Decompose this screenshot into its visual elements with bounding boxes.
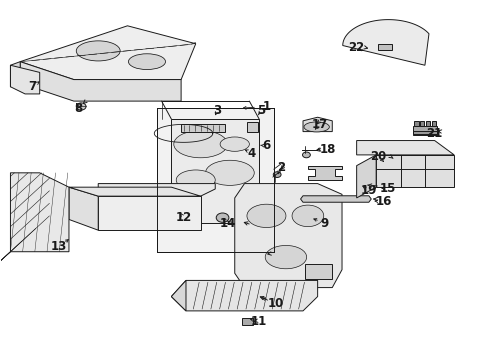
Ellipse shape [264,246,306,269]
Text: 10: 10 [267,297,284,310]
Text: 5: 5 [257,104,265,117]
Ellipse shape [220,137,249,151]
Bar [419,121,424,126]
Polygon shape [303,117,331,132]
Text: 12: 12 [175,211,191,224]
Text: 13: 13 [51,240,67,253]
Text: 17: 17 [311,118,327,131]
Polygon shape [307,166,341,180]
Text: 8: 8 [75,102,82,115]
Polygon shape [98,184,215,196]
Polygon shape [10,173,69,252]
Text: 19: 19 [360,184,376,197]
Polygon shape [234,184,341,288]
Polygon shape [300,196,370,202]
Polygon shape [356,155,375,198]
Ellipse shape [76,41,120,61]
Ellipse shape [173,131,227,158]
Polygon shape [10,62,20,87]
Circle shape [302,152,310,158]
Circle shape [216,213,228,222]
Text: 11: 11 [250,315,267,328]
Polygon shape [171,280,185,311]
Text: 14: 14 [219,216,235,230]
Ellipse shape [246,204,285,228]
Bar [305,264,331,279]
Bar [425,121,429,126]
Text: 22: 22 [348,41,364,54]
Polygon shape [356,140,453,155]
Polygon shape [342,19,428,65]
Bar [234,215,246,221]
Text: 2: 2 [276,161,285,174]
Ellipse shape [176,170,215,190]
Bar [157,108,273,252]
Polygon shape [171,119,259,223]
Polygon shape [69,187,200,196]
Text: 15: 15 [379,183,396,195]
Bar [412,131,436,134]
Text: 21: 21 [426,127,442,140]
Ellipse shape [291,205,323,226]
Polygon shape [98,196,200,230]
Text: 20: 20 [370,150,386,163]
Circle shape [76,103,86,110]
Bar [181,125,224,132]
Polygon shape [69,187,98,230]
Text: 7: 7 [28,80,37,93]
Bar [246,122,257,132]
Bar [377,44,391,50]
Ellipse shape [304,122,329,132]
Polygon shape [375,155,453,187]
Polygon shape [412,126,436,135]
Text: 6: 6 [262,139,270,152]
Circle shape [273,172,281,177]
Polygon shape [10,65,40,94]
Polygon shape [20,26,195,80]
Text: 9: 9 [320,216,328,230]
Text: 18: 18 [319,143,335,156]
Bar [413,121,418,126]
Text: 3: 3 [213,104,221,117]
Text: 4: 4 [247,147,255,159]
Bar [254,251,264,256]
Text: 16: 16 [374,195,391,208]
Bar [360,171,363,191]
Polygon shape [20,62,181,101]
Text: 1: 1 [262,100,270,113]
Ellipse shape [128,54,165,69]
Polygon shape [171,280,317,311]
Ellipse shape [205,160,254,185]
Bar [431,121,435,126]
Bar [242,318,252,325]
